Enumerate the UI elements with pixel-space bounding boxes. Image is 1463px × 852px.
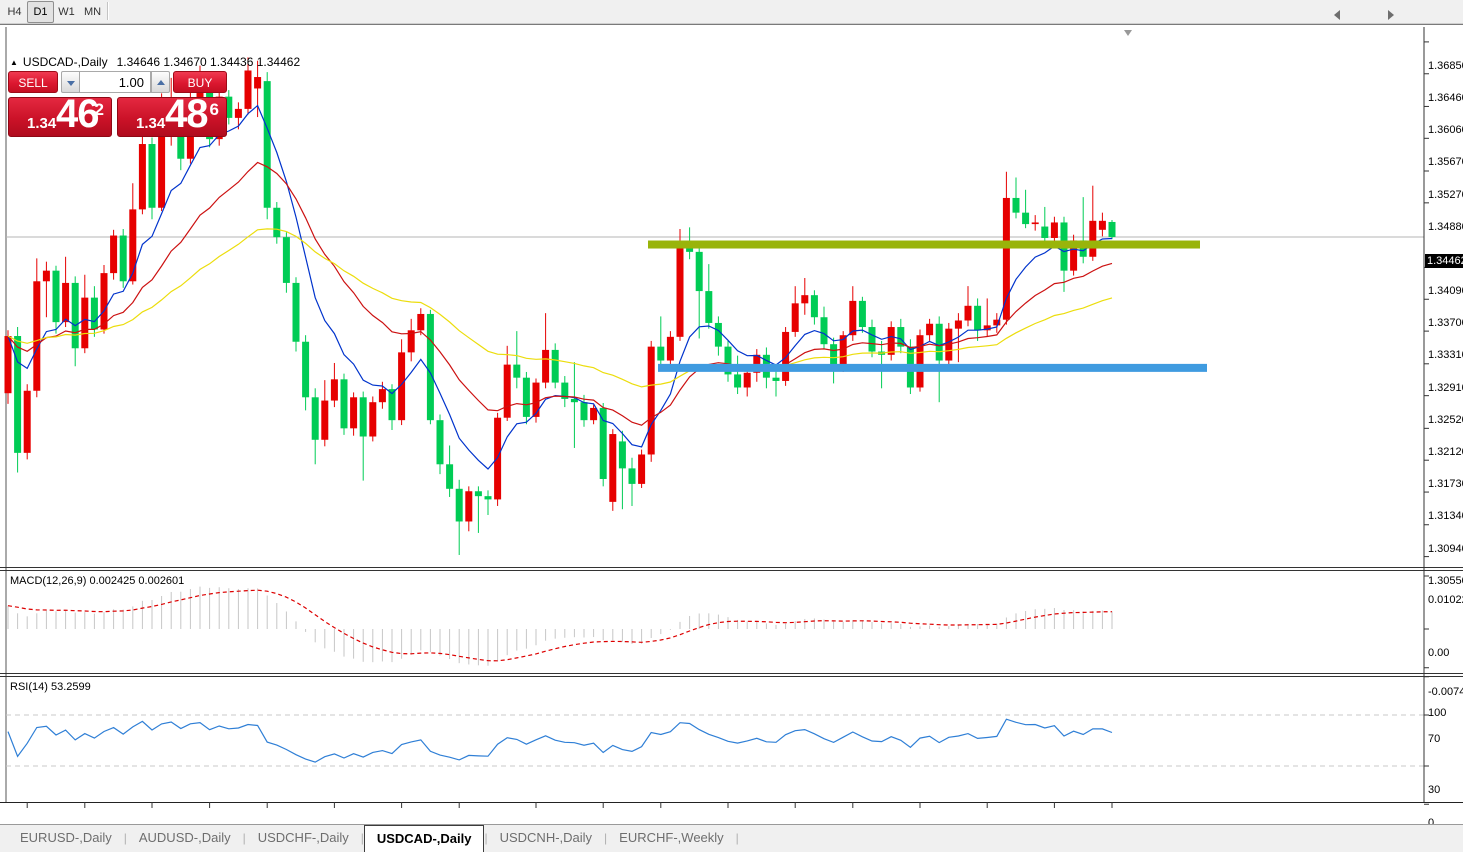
price-axis-label: 1.34090: [1428, 285, 1463, 298]
price-axis-label: 1.33310: [1428, 349, 1463, 362]
timeframe-toolbar: H4 D1 W1 MN: [0, 0, 1463, 24]
price-axis-label: 1.35670: [1428, 156, 1463, 169]
chart-tab-usdcnh[interactable]: USDCNH-,Daily: [499, 830, 593, 845]
chart-tab-bar: EURUSD-,Daily | AUDUSD-,Daily | USDCHF-,Dail…: [0, 824, 1463, 852]
volume-decrease-button[interactable]: [61, 71, 80, 93]
price-axis-label: 1.33700: [1428, 317, 1463, 330]
volume-increase-button[interactable]: [151, 71, 170, 93]
one-click-trading-panel: SELL BUY 1.34 46 2 1.34 48 6: [8, 71, 227, 137]
chart-window: ▲ USDCAD-,Daily 1.34646 1.34670 1.34436 1.…: [0, 24, 1463, 844]
chart-tab-eurchf[interactable]: EURCHF-,Weekly: [619, 830, 724, 845]
price-axis-label: 1.36060: [1428, 124, 1463, 137]
macd-axis-label: 0.00: [1428, 647, 1450, 659]
macd-axis-label: -0.007477: [1428, 685, 1463, 698]
timeframe-button-d1[interactable]: D1: [27, 1, 54, 23]
price-axis-label: 1.30940: [1428, 542, 1463, 555]
timeframe-button-w1[interactable]: W1: [58, 6, 75, 18]
price-axis-label: 1.34880: [1428, 220, 1463, 233]
current-price-tag: 1.34462: [1425, 254, 1463, 268]
tab-separator: |: [735, 831, 739, 845]
rsi-axis-label: 70: [1428, 733, 1441, 745]
chart-symbol-period: USDCAD-,Daily: [22, 55, 108, 69]
rsi-axis-label: 30: [1428, 784, 1441, 796]
toolbar-separator: [107, 2, 109, 20]
price-axis-label: 1.36850: [1428, 59, 1463, 72]
price-axis-label: 1.32520: [1428, 413, 1463, 426]
tab-separator: |: [123, 831, 127, 845]
chart-title: ▲ USDCAD-,Daily 1.34646 1.34670 1.34436 1.…: [10, 55, 300, 69]
buy-price-prefix: 1.34: [136, 115, 166, 132]
chart-tab-usdcad[interactable]: USDCAD-,Daily: [363, 825, 485, 852]
volume-input[interactable]: [79, 71, 151, 93]
price-axis-label: 1.32120: [1428, 446, 1463, 459]
tab-separator: |: [484, 831, 488, 845]
macd-axis-label: 0.010229: [1428, 594, 1463, 606]
chart-ohlc-values: 1.34646 1.34670 1.34436 1.34462: [116, 55, 301, 69]
chevron-up-icon: [157, 80, 165, 85]
buy-button[interactable]: BUY: [173, 71, 227, 93]
rsi-axis-label: 100: [1428, 707, 1447, 719]
chart-tab-usdchf[interactable]: USDCHF-,Daily: [257, 830, 349, 845]
price-axis-label: 1.36460: [1428, 91, 1463, 104]
chart-tab-audusd[interactable]: AUDUSD-,Daily: [138, 830, 231, 845]
buy-price-pip: 6: [209, 100, 219, 119]
price-axis-label: 1.31340: [1428, 510, 1463, 523]
rsi-label: RSI(14) 53.2599: [10, 681, 91, 693]
tabs-scroll-left-icon[interactable]: [1334, 10, 1340, 20]
macd-label: MACD(12,26,9) 0.002425 0.002601: [10, 575, 185, 587]
sell-button[interactable]: SELL: [8, 71, 58, 93]
tab-separator: |: [604, 831, 608, 845]
price-axis-label: 1.30550: [1428, 574, 1463, 587]
sell-price-pip: 2: [94, 100, 104, 119]
sell-price-prefix: 1.34: [27, 115, 57, 132]
price-axis-label: 1.35270: [1428, 188, 1463, 201]
buy-price-display[interactable]: 1.34 48 6: [117, 92, 227, 137]
timeframe-button-mn[interactable]: MN: [83, 6, 102, 18]
chart-tab-eurusd[interactable]: EURUSD-,Daily: [20, 830, 112, 845]
tab-separator: |: [360, 831, 364, 845]
tab-separator: |: [242, 831, 246, 845]
price-axis-label: 1.32910: [1428, 381, 1463, 394]
chart-canvas[interactable]: [0, 25, 1463, 824]
sell-price-display[interactable]: 1.34 46 2: [8, 92, 112, 137]
price-axis-label: 1.31730: [1428, 478, 1463, 491]
chevron-down-icon: [67, 81, 75, 86]
collapse-trade-panel-icon[interactable]: ▲: [10, 58, 18, 67]
sell-price-main: 46: [56, 92, 99, 136]
timeframe-button-h4[interactable]: H4: [7, 6, 22, 18]
rsi-axis-label: 0: [1428, 817, 1435, 829]
tabs-scroll-right-icon[interactable]: [1388, 10, 1394, 20]
buy-price-main: 48: [165, 92, 208, 136]
